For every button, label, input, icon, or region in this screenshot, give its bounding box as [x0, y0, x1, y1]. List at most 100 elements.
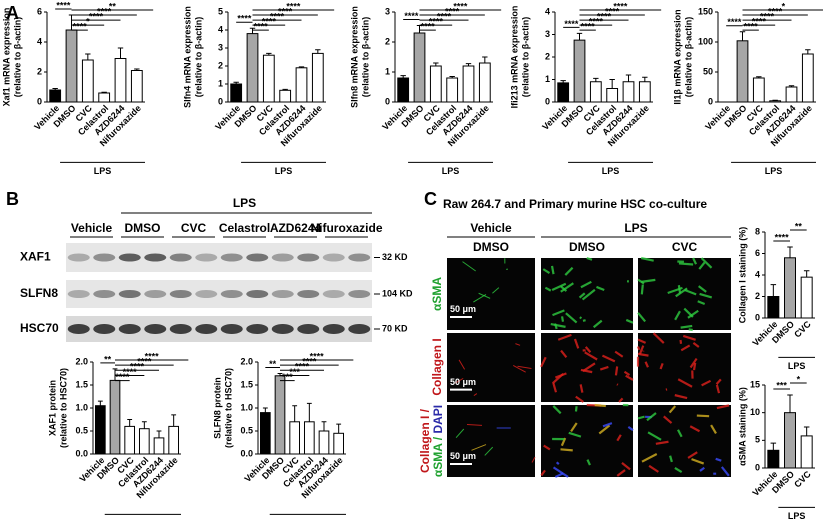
significance-label: * — [782, 1, 786, 11]
group-label: LPS — [442, 166, 460, 176]
error-bar — [101, 91, 107, 93]
significance-label: **** — [744, 22, 759, 32]
cell-signal — [579, 384, 584, 393]
significance-label: **** — [302, 357, 317, 367]
error-bar — [266, 52, 272, 56]
bar — [752, 77, 765, 103]
cell-signal — [715, 384, 721, 394]
cell-signal — [637, 312, 647, 323]
blot-band — [220, 253, 243, 262]
cell-signal — [698, 261, 706, 270]
cell-signal — [687, 451, 698, 459]
y-tick-label: 4 — [545, 6, 550, 16]
cell-signal — [692, 362, 697, 371]
blot-band — [195, 253, 218, 262]
cell-signal — [594, 403, 606, 408]
y-tick-label: 50 — [703, 66, 713, 76]
cell-signal — [678, 262, 694, 266]
bar — [462, 65, 475, 103]
blot-band — [169, 290, 192, 298]
micrograph — [541, 405, 633, 477]
y-tick-label: 0.0 — [240, 448, 253, 458]
error-bar — [756, 76, 762, 78]
error-bar — [141, 421, 147, 429]
error-bar — [52, 88, 58, 90]
bar — [606, 88, 619, 103]
blot-band — [348, 290, 371, 298]
blot-band — [118, 253, 141, 262]
blot-membrane — [66, 316, 372, 342]
y-axis-label: (relative to β-actin) — [683, 17, 693, 98]
significance-label: **** — [760, 11, 775, 21]
error-bar — [171, 414, 177, 427]
cell-signal — [697, 300, 706, 306]
error-bar — [127, 419, 133, 427]
lane-label: Celastrol — [219, 221, 270, 235]
y-tick-label: 2 — [545, 51, 550, 61]
cell-signal — [614, 350, 624, 358]
bar — [230, 83, 243, 103]
blot-band — [67, 290, 90, 298]
error-bar — [772, 99, 778, 101]
y-axis-label: (relative to β-actin) — [193, 17, 203, 98]
y-axis-label: (relative to HSC70) — [58, 368, 68, 448]
blot-band — [297, 253, 320, 262]
blot-band — [246, 290, 269, 298]
blot-band — [93, 324, 116, 334]
bar — [262, 54, 275, 103]
group-label: LPS — [788, 361, 806, 371]
cell-signal — [710, 424, 717, 435]
cell-signal — [560, 285, 568, 292]
error-bar — [292, 405, 298, 422]
y-tick-label: 2 — [37, 66, 42, 76]
y-axis-label: XAF1 protein — [47, 380, 57, 436]
significance-label: **** — [404, 11, 419, 21]
cell-signal — [699, 466, 705, 472]
cell-signal — [641, 278, 656, 283]
error-bar — [233, 81, 239, 84]
y-tick-label: 1 — [545, 74, 550, 84]
blot-band — [246, 253, 269, 262]
significance-label: **** — [437, 11, 452, 21]
bar — [114, 58, 127, 103]
y-tick-label: 4 — [755, 269, 760, 279]
y-axis-label: Collagen I staining (%) — [737, 227, 747, 324]
error-bar — [788, 85, 795, 87]
y-tick-label: 3 — [545, 29, 550, 39]
lane-label: Nifuroxazide — [310, 221, 382, 235]
cell-signal — [552, 382, 558, 393]
bar — [638, 81, 651, 103]
group-label: LPS — [299, 518, 317, 519]
cell-signal — [575, 395, 585, 403]
cell-signal — [627, 425, 634, 432]
cell-signal — [663, 415, 673, 424]
error-bar — [805, 49, 811, 54]
bar — [318, 430, 330, 455]
cell-signal — [677, 429, 683, 438]
cell-signal — [688, 328, 693, 332]
blot-band — [322, 290, 345, 298]
blot-band — [322, 324, 345, 334]
error-bar — [449, 76, 455, 78]
error-bar — [134, 68, 140, 71]
significance-label: **** — [262, 16, 277, 26]
cell-signal — [512, 365, 526, 373]
cell-signal — [699, 292, 713, 299]
y-tick-label: 0.5 — [240, 425, 253, 435]
row-label: αSMA / DAPI — [431, 405, 445, 477]
cell-signal — [560, 437, 567, 447]
error-bar — [315, 49, 321, 54]
significance-label: **** — [237, 14, 252, 24]
error-bar — [625, 74, 632, 82]
blot-band — [67, 324, 90, 334]
bar — [785, 86, 798, 103]
significance-label: *** — [282, 372, 293, 382]
cell-signal — [616, 434, 622, 442]
bar — [311, 52, 324, 103]
cell-signal — [543, 444, 551, 451]
cell-signal — [560, 448, 573, 452]
error-bar — [576, 32, 583, 41]
error-bar — [787, 394, 793, 413]
y-tick-label: 0 — [755, 312, 760, 322]
cell-signal — [584, 351, 598, 361]
